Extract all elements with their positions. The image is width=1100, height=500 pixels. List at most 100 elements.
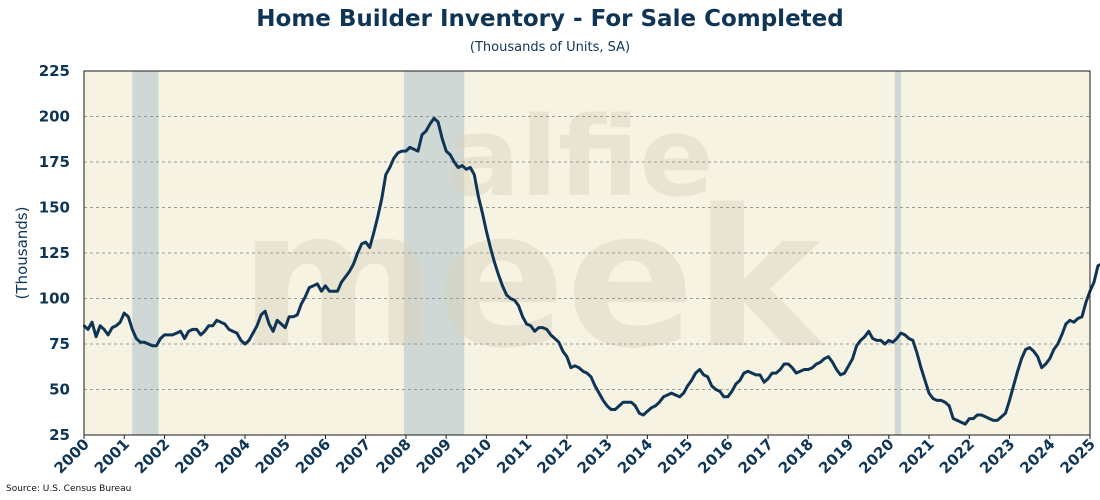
x-tick-label-2020: 2020 — [855, 435, 897, 477]
data-point-149 — [682, 391, 685, 395]
data-point-70 — [364, 240, 367, 244]
data-point-137 — [634, 404, 637, 408]
data-point-110 — [525, 322, 528, 326]
data-point-76 — [388, 166, 392, 169]
data-point-80 — [404, 149, 408, 153]
data-point-102 — [493, 260, 496, 264]
data-point-197 — [875, 339, 878, 342]
data-point-245 — [1068, 319, 1072, 322]
data-point-133 — [617, 404, 621, 408]
data-point-211 — [931, 397, 935, 400]
data-point-212 — [935, 399, 939, 402]
data-point-241 — [1052, 348, 1055, 351]
data-point-142 — [654, 404, 657, 408]
x-tick-label-2015: 2015 — [654, 435, 696, 477]
series-line — [82, 116, 1100, 426]
data-point-134 — [622, 401, 625, 404]
data-point-99 — [481, 211, 484, 215]
plot-frame — [83, 70, 1091, 436]
x-tick-label-2007: 2007 — [332, 435, 374, 477]
y-tick-label-125: 125 — [39, 244, 70, 262]
data-point-54 — [300, 302, 303, 306]
data-point-147 — [674, 393, 677, 397]
data-point-11 — [127, 315, 130, 318]
data-point-215 — [947, 404, 951, 408]
x-tick-label-2006: 2006 — [292, 435, 334, 477]
data-point-163 — [738, 379, 742, 382]
data-point-150 — [686, 384, 689, 388]
data-point-13 — [135, 337, 138, 340]
data-point-36 — [227, 328, 231, 331]
data-point-228 — [1000, 415, 1003, 418]
data-point-136 — [630, 401, 633, 404]
x-tick-label-2014: 2014 — [614, 435, 656, 477]
y-axis-label: (Thousands) — [13, 207, 31, 300]
data-point-44 — [259, 313, 263, 317]
data-point-63 — [336, 290, 339, 293]
y-tick-label-150: 150 — [39, 199, 70, 217]
data-point-45 — [263, 310, 267, 313]
data-point-2 — [90, 320, 94, 324]
data-point-74 — [380, 197, 383, 200]
data-point-233 — [1020, 357, 1023, 360]
data-point-244 — [1064, 322, 1068, 326]
x-tick-label-2010: 2010 — [453, 435, 495, 477]
data-point-166 — [750, 371, 754, 375]
data-point-143 — [658, 401, 661, 404]
data-point-14 — [139, 340, 142, 344]
data-point-23 — [175, 331, 178, 335]
data-point-22 — [171, 333, 174, 337]
data-point-117 — [553, 337, 557, 340]
x-tick-label-2019: 2019 — [815, 435, 857, 477]
data-point-154 — [702, 373, 705, 377]
data-point-85 — [424, 129, 428, 133]
data-points — [82, 117, 1100, 426]
data-point-175 — [787, 362, 790, 366]
data-point-145 — [666, 393, 669, 397]
x-tick-label-2016: 2016 — [694, 435, 736, 477]
y-tick-label-200: 200 — [39, 108, 70, 126]
x-tick-label-2005: 2005 — [252, 435, 294, 477]
x-tick-label-2011: 2011 — [493, 435, 535, 477]
data-point-65 — [344, 275, 347, 278]
data-point-201 — [891, 340, 895, 344]
data-point-53 — [296, 313, 299, 317]
data-point-198 — [879, 339, 882, 342]
data-point-33 — [215, 319, 218, 322]
data-point-165 — [746, 370, 750, 373]
watermark-line-1: alfie — [446, 93, 714, 221]
data-point-179 — [803, 368, 806, 371]
data-point-21 — [167, 333, 170, 337]
data-point-153 — [698, 368, 701, 371]
data-point-122 — [573, 364, 577, 368]
data-point-87 — [432, 117, 436, 120]
data-point-130 — [605, 404, 609, 408]
data-point-176 — [791, 366, 794, 369]
data-point-209 — [923, 379, 927, 382]
data-point-234 — [1024, 348, 1027, 351]
data-point-7 — [110, 326, 114, 329]
data-point-62 — [332, 290, 335, 293]
data-point-128 — [597, 391, 601, 395]
data-point-205 — [907, 337, 911, 340]
x-tick-label-2021: 2021 — [896, 435, 938, 477]
data-point-94 — [461, 164, 464, 167]
data-point-159 — [722, 395, 726, 398]
data-point-6 — [106, 333, 110, 337]
data-point-232 — [1016, 370, 1019, 373]
data-point-105 — [505, 293, 508, 297]
data-point-57 — [312, 284, 315, 287]
data-point-229 — [1004, 411, 1007, 415]
data-point-38 — [235, 331, 239, 335]
data-point-75 — [384, 173, 387, 176]
data-point-210 — [927, 391, 931, 395]
data-point-79 — [400, 149, 404, 153]
x-tick-label-2013: 2013 — [574, 435, 616, 477]
data-point-4 — [98, 324, 102, 327]
data-point-115 — [545, 328, 548, 331]
data-point-188 — [839, 373, 842, 377]
data-point-114 — [541, 326, 544, 329]
data-point-220 — [968, 417, 971, 420]
data-point-78 — [396, 151, 400, 155]
